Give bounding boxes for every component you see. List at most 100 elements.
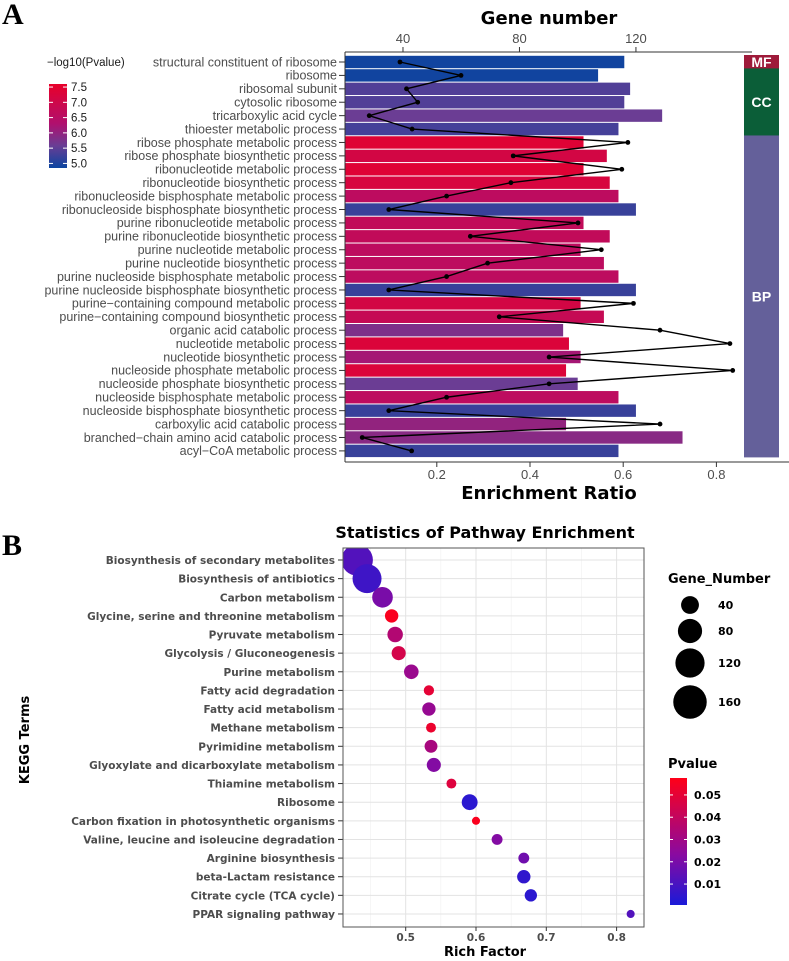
enrichment-point <box>467 233 473 239</box>
category-label: nucleotide metabolic process <box>176 337 337 351</box>
enrichment-point <box>657 327 663 333</box>
enrichment-point <box>727 341 733 347</box>
category-label: Carbon metabolism <box>220 592 335 604</box>
enrichment-point <box>508 180 514 186</box>
category-label: acyl−CoA metabolic process <box>180 444 337 458</box>
category-label: Glycine, serine and threonine metabolism <box>87 611 335 623</box>
category-labels: structural constituent of ribosome riboso… <box>44 55 345 458</box>
strip-label: MF <box>751 54 772 70</box>
category-label: Methane metabolism <box>210 723 335 735</box>
enrichment-point <box>598 247 604 253</box>
bar <box>345 391 619 404</box>
point <box>524 889 538 902</box>
category-label: ribonucleotide metabolic process <box>155 163 337 177</box>
point <box>446 778 457 789</box>
x-tick-label: 0.8 <box>607 932 626 944</box>
bar <box>345 283 636 297</box>
size-legend-label: 80 <box>718 625 734 638</box>
points <box>343 548 635 919</box>
bar <box>345 404 636 417</box>
category-label: cytosolic ribosome <box>234 96 337 110</box>
y-axis-title: KEGG Terms <box>18 696 33 785</box>
bar <box>345 270 619 283</box>
enrichment-ratio-line <box>362 61 733 452</box>
enrichment-point <box>415 99 421 105</box>
enrichment-point <box>485 260 490 266</box>
point <box>404 664 419 680</box>
colorbar <box>670 778 687 905</box>
point <box>423 685 435 696</box>
enrichment-point <box>631 300 636 306</box>
color-legend-title: −log10(Pvalue) <box>47 57 125 69</box>
enrichment-point <box>546 381 552 387</box>
category-label: beta-Lactam resistance <box>196 872 335 884</box>
category-label: structural constituent of ribosome <box>153 55 337 69</box>
category-label: Thiamine metabolism <box>208 779 335 791</box>
axes: 0.5 0.6 0.7 0.8 <box>342 547 645 944</box>
category-label: Purine metabolism <box>224 667 336 679</box>
x-tick-label: 0.5 <box>396 932 415 944</box>
category-label: nucleoside bisphosphate biosynthetic pro… <box>83 404 337 418</box>
bar <box>345 122 619 136</box>
category-label: Pyrimidine metabolism <box>198 741 335 753</box>
x-tick-label: 0.7 <box>537 932 556 944</box>
category-group-strips: MF CC BP <box>744 54 779 458</box>
x-tick-label: 0.6 <box>467 932 486 944</box>
bar <box>345 364 567 377</box>
colorbar-label: 5.5 <box>71 143 87 155</box>
category-label: ribosomal subunit <box>239 82 337 96</box>
category-label: Pyruvate metabolism <box>209 630 335 642</box>
enrichment-point <box>409 448 415 454</box>
enrichment-point <box>386 287 392 293</box>
category-label: Biosynthesis of secondary metabolites <box>106 555 335 567</box>
category-label: tricarboxylic acid cycle <box>213 109 337 123</box>
category-label: thioester metabolic process <box>185 122 337 136</box>
category-label: ribose phosphate biosynthetic process <box>124 149 337 163</box>
enrichment-point <box>458 73 464 78</box>
bar <box>345 203 636 216</box>
point <box>422 702 436 716</box>
bar <box>345 431 683 444</box>
strip-mf <box>744 55 779 69</box>
category-label: Valine, leucine and isoleucine degradati… <box>83 834 335 846</box>
category-label: Citrate cycle (TCA cycle) <box>191 890 335 902</box>
bar <box>345 189 619 203</box>
category-label: nucleoside phosphate metabolic process <box>111 364 337 378</box>
size-legend-circle <box>681 596 699 614</box>
point <box>626 909 635 919</box>
point <box>517 870 531 884</box>
plot-border <box>342 547 645 928</box>
size-legend: 40 80 120 160 <box>673 596 741 719</box>
category-label: Glyoxylate and dicarboxylate metabolism <box>89 760 335 772</box>
bar <box>345 350 581 364</box>
bar <box>345 243 581 256</box>
category-label: purine−containing compound metabolic pro… <box>72 297 337 311</box>
point <box>387 626 403 643</box>
bar <box>345 230 610 243</box>
bar <box>345 297 581 310</box>
colorbar-label: 0.01 <box>694 878 721 891</box>
category-label: purine nucleotide biosynthetic process <box>125 256 337 270</box>
category-label: Glycolysis / Gluconeogenesis <box>165 648 335 660</box>
category-label: Fatty acid metabolism <box>203 704 335 716</box>
bottom-tick-label: 0.2 <box>428 467 446 482</box>
category-label: Carbon fixation in photosynthetic organi… <box>71 816 335 828</box>
top-tick-label: 40 <box>396 31 410 46</box>
bar <box>345 82 631 96</box>
bar <box>345 69 599 82</box>
colorbar-label: 7.5 <box>71 82 87 94</box>
enrichment-point <box>619 166 625 172</box>
enrichment-point <box>575 220 581 226</box>
category-label: Ribosome <box>277 797 335 809</box>
enrichment-point <box>546 354 552 360</box>
point <box>471 816 481 825</box>
category-label: purine ribonucleotide biosynthetic proce… <box>104 230 337 244</box>
enrichment-point <box>444 274 449 279</box>
strip-label: BP <box>752 288 771 304</box>
enrichment-point <box>386 408 392 414</box>
panel-a-bar-chart: Gene number Enrichment Ratio −log10(Pval… <box>44 8 789 504</box>
category-label: PPAR signaling pathway <box>193 909 336 921</box>
category-label: ribonucleoside bisphosphate metabolic pr… <box>74 189 337 203</box>
enrichment-point <box>359 435 365 440</box>
